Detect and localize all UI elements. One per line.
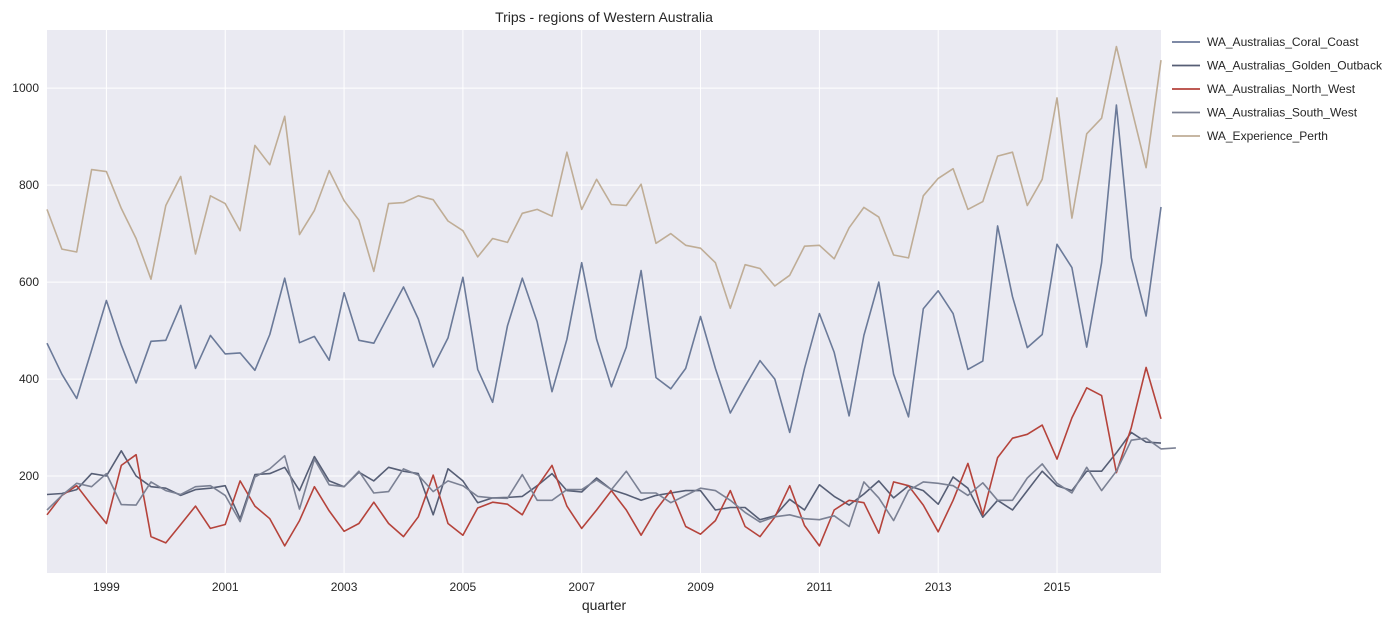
series-lines xyxy=(46,45,1176,547)
y-tick-label: 400 xyxy=(19,372,39,386)
x-tick-label: 1999 xyxy=(93,580,120,594)
legend-entry: WA_Australias_Golden_Outback xyxy=(1207,59,1383,73)
series-line-wa-australias-coral-coast xyxy=(46,104,1162,434)
legend-entry: WA_Australias_Coral_Coast xyxy=(1207,35,1359,49)
x-tick-label: 2011 xyxy=(806,580,832,594)
y-tick-label: 1000 xyxy=(12,81,39,95)
legend: WA_Australias_Coral_Coast WA_Australias_G… xyxy=(1172,35,1383,143)
series-line-wa-experience-perth xyxy=(46,45,1162,310)
plot-area xyxy=(47,30,1161,573)
x-tick-label: 2015 xyxy=(1044,580,1071,594)
legend-entry: WA_Australias_South_West xyxy=(1207,106,1358,120)
y-tick-label: 800 xyxy=(19,178,39,192)
y-tick-label: 600 xyxy=(19,275,39,289)
x-axis-label: quarter xyxy=(582,597,627,613)
x-tick-label: 2001 xyxy=(212,580,239,594)
chart-title: Trips - regions of Western Australia xyxy=(495,9,713,25)
axes: 200 400 600 800 1000 1999 2001 2003 2005 2007 2009… xyxy=(12,81,1070,594)
y-tick-label: 200 xyxy=(19,469,39,483)
x-tick-label: 2007 xyxy=(568,580,595,594)
legend-entry: WA_Experience_Perth xyxy=(1207,129,1328,143)
x-tick-label: 2005 xyxy=(450,580,477,594)
x-tick-label: 2009 xyxy=(687,580,714,594)
x-tick-label: 2013 xyxy=(925,580,952,594)
series-line-wa-australias-south-west xyxy=(46,437,1176,528)
legend-entry: WA_Australias_North_West xyxy=(1207,82,1356,96)
x-tick-label: 2003 xyxy=(331,580,358,594)
